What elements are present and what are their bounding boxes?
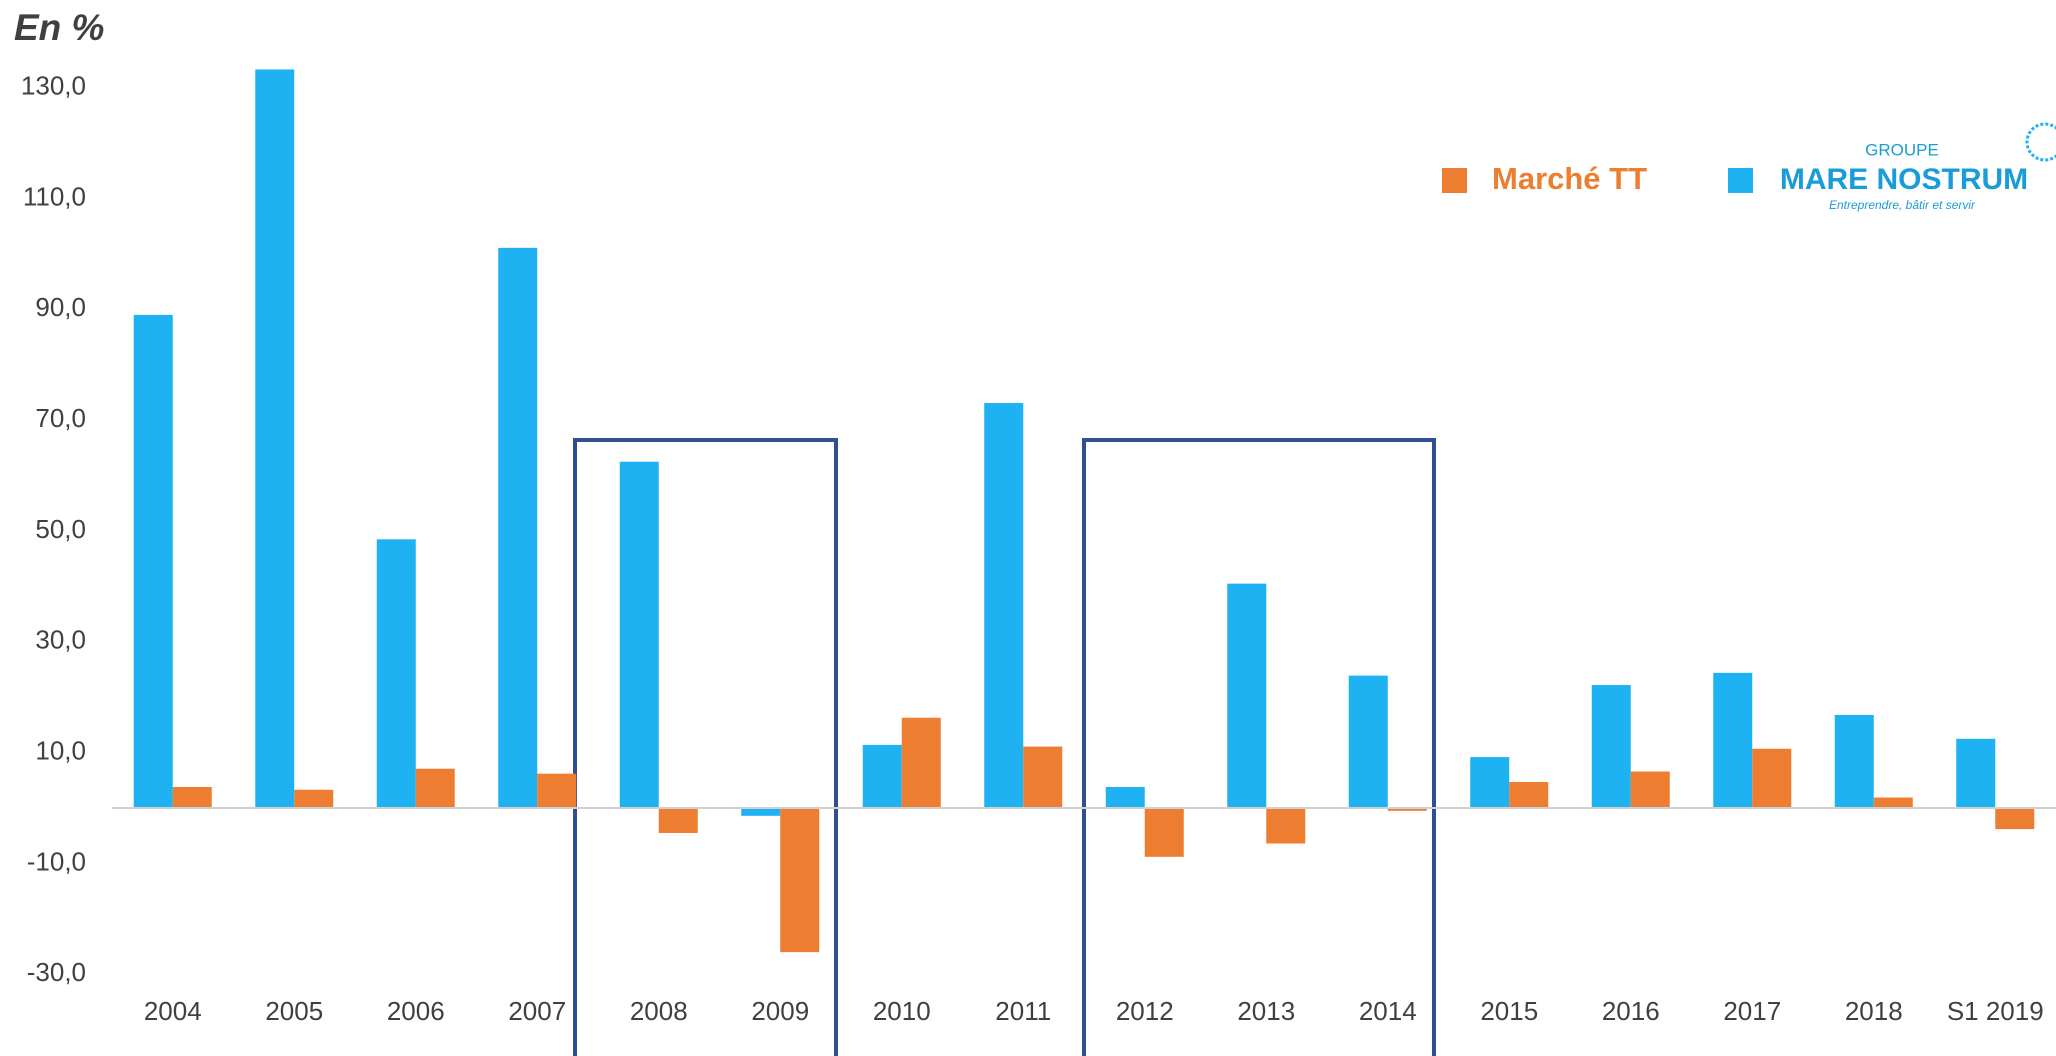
x-tick-label: 2015 [1480, 996, 1538, 1026]
y-tick-label: -30,0 [27, 957, 86, 987]
x-tick-label: 2005 [265, 996, 323, 1026]
y-tick-label: 30,0 [35, 625, 86, 655]
bar [619, 461, 659, 809]
bar [172, 787, 212, 809]
bar [1834, 714, 1874, 809]
x-tick-label: S1 2019 [1947, 996, 2044, 1026]
x-tick-label: 2013 [1237, 996, 1295, 1026]
bar [1105, 787, 1145, 809]
y-tick-label: 10,0 [35, 736, 86, 766]
x-tick-label: 2007 [508, 996, 566, 1026]
bar [1752, 748, 1792, 809]
bar [1713, 672, 1753, 809]
highlight-box [1082, 438, 1436, 1056]
x-tick-label: 2012 [1116, 996, 1174, 1026]
legend-logo-top: GROUPE [1865, 140, 1939, 159]
bar [984, 402, 1024, 809]
bar [1873, 797, 1913, 809]
y-tick-label: 110,0 [23, 181, 86, 211]
bar [1956, 738, 1996, 809]
legend-label: Marché TT [1492, 161, 1647, 196]
x-tick-label: 2018 [1845, 996, 1903, 1026]
x-tick-label: 2010 [873, 996, 931, 1026]
x-tick-label: 2004 [144, 996, 202, 1026]
x-tick-label: 2017 [1723, 996, 1781, 1026]
y-tick-label: 50,0 [35, 514, 86, 544]
bar [1995, 808, 2035, 830]
bar [1470, 757, 1510, 809]
highlight-box [573, 438, 838, 1056]
bar [133, 314, 173, 809]
y-tick-label: 90,0 [35, 292, 86, 322]
x-tick-label: 2008 [630, 996, 688, 1026]
bar [1227, 583, 1267, 809]
bar [415, 768, 455, 809]
bar [780, 808, 820, 953]
bar [1630, 771, 1670, 809]
bar [658, 808, 698, 833]
bar [862, 744, 902, 809]
x-tick-label: 2009 [751, 996, 809, 1026]
legend-swatch [1728, 168, 1753, 193]
bar [498, 247, 538, 809]
bar [376, 539, 416, 809]
x-tick-label: 2016 [1602, 996, 1660, 1026]
bar [1591, 685, 1631, 809]
chart-title: En % [14, 7, 104, 48]
y-tick-label: 130,0 [21, 71, 86, 101]
y-tick-label: 70,0 [35, 403, 86, 433]
bar [741, 808, 781, 816]
bar [1144, 808, 1184, 857]
bar [255, 69, 295, 809]
x-tick-label: 2006 [387, 996, 445, 1026]
legend-swatch [1442, 168, 1467, 193]
y-tick-label: -10,0 [27, 846, 86, 876]
bar [1509, 782, 1549, 809]
bar [1023, 746, 1063, 809]
bar [537, 773, 577, 809]
legend-label: MARE NOSTRUM [1780, 163, 2028, 196]
bar [1348, 675, 1388, 809]
bar [1266, 808, 1306, 844]
legend-logo-tagline: Entreprendre, bâtir et servir [1829, 198, 1976, 212]
bar [1387, 808, 1427, 811]
x-tick-label: 2011 [995, 996, 1051, 1026]
bar [901, 717, 941, 809]
x-tick-label: 2014 [1359, 996, 1417, 1026]
bar [294, 789, 334, 809]
logo-mark [2025, 122, 2056, 162]
